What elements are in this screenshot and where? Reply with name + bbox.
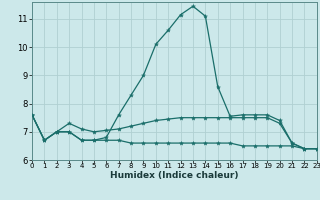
X-axis label: Humidex (Indice chaleur): Humidex (Indice chaleur) <box>110 171 239 180</box>
